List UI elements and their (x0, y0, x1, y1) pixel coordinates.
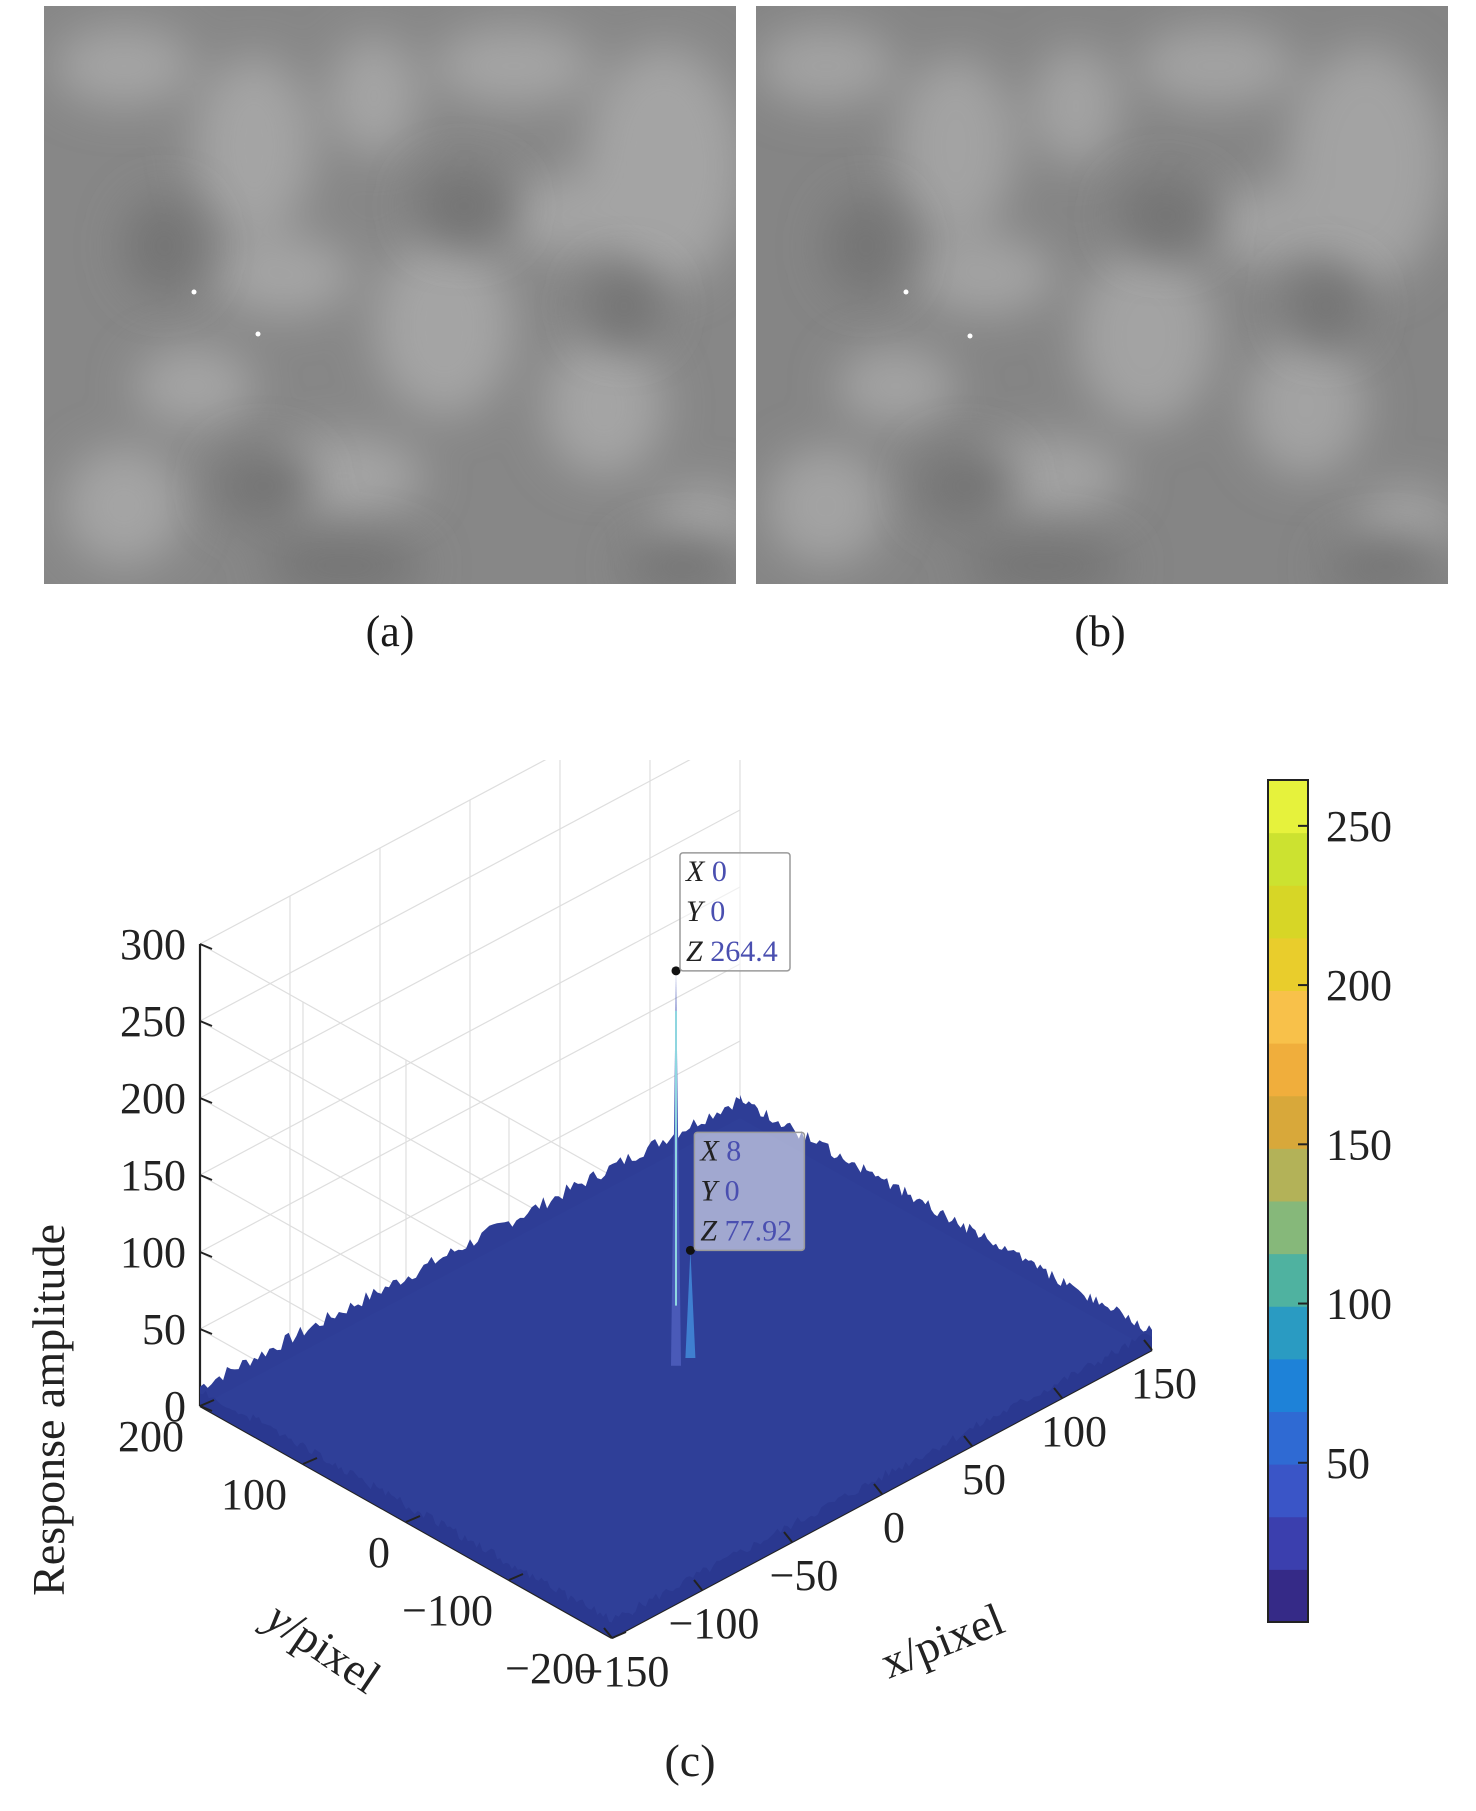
z-tick-label: 100 (120, 1228, 186, 1277)
colorbar-segment (1268, 1464, 1308, 1518)
z-tick (199, 1020, 213, 1027)
x-tick (963, 1435, 973, 1447)
y-tick-label: −100 (402, 1586, 493, 1635)
caption-c: (c) (664, 1735, 715, 1786)
datatip-row: X 0 (685, 855, 727, 888)
colorbar-segment (1268, 990, 1308, 1044)
colorbar-tick-label: 150 (1326, 1120, 1392, 1169)
x-tick (693, 1579, 703, 1591)
x-tick (873, 1483, 883, 1495)
datatips: X 0 Y 0 Z 264.4 X 8 Y 0 Z 77.92 (671, 852, 806, 1255)
colorbar-segment (1268, 1358, 1308, 1412)
colorbar-segment (1268, 1043, 1308, 1097)
y-tick (199, 1399, 215, 1407)
datatip-box (693, 1131, 806, 1252)
surface-edge (200, 1390, 612, 1638)
surface-edge (200, 1097, 740, 1406)
x-tick-label: −150 (579, 1647, 670, 1696)
colorbar-segment (1268, 1516, 1308, 1570)
y-tick-label: 0 (368, 1528, 390, 1577)
z-tick (199, 1174, 213, 1181)
x-tick-label: −50 (770, 1551, 839, 1600)
colorbar: 250 200 150 100 50 (1267, 779, 1392, 1623)
colorbar-segment (1268, 1095, 1308, 1149)
colorbar-segment (1268, 1569, 1308, 1623)
y-tick (508, 1573, 524, 1581)
colorbar-frame (1267, 779, 1309, 1623)
surface-edge (740, 1094, 1152, 1350)
y-tick-label: 200 (118, 1412, 184, 1461)
surface-plot: 0501001502002503002001000−100−200−150−10… (23, 760, 1392, 1786)
y-tick (405, 1515, 421, 1523)
datatip-row: X 8 (699, 1134, 741, 1167)
x-tick-label: 100 (1041, 1407, 1107, 1456)
datatip-row: Y 0 (686, 895, 725, 928)
datatip-row: Z 264.4 (686, 935, 778, 968)
x-tick-label: 0 (883, 1503, 905, 1552)
response-surface (200, 970, 1152, 1638)
x-tick-label: −100 (669, 1599, 760, 1648)
tick-labels: 0501001502002503002001000−100−200−150−10… (118, 920, 1197, 1696)
colorbar-tick-label: 100 (1326, 1280, 1392, 1329)
z-axis-label: Response amplitude (23, 1224, 74, 1596)
z-tick-label: 0 (164, 1382, 186, 1431)
z-tick-label: 150 (120, 1151, 186, 1200)
x-tick-label: 50 (962, 1455, 1006, 1504)
z-tick-label: 50 (142, 1305, 186, 1354)
datatip-row: Z 77.92 (700, 1214, 792, 1247)
x-tick-label: 150 (1131, 1359, 1197, 1408)
texture-a (44, 6, 736, 584)
z-tick (199, 1405, 213, 1412)
y-tick (611, 1631, 627, 1639)
colorbar-tick-label: 50 (1326, 1439, 1370, 1488)
image-b (756, 6, 1448, 584)
texture-b (756, 6, 1448, 584)
colorbar-segment (1268, 780, 1308, 834)
colorbar-segment (1268, 1306, 1308, 1360)
y-tick-label: −200 (505, 1644, 596, 1693)
datatip-marker[interactable] (685, 1245, 695, 1255)
caption-b: (b) (1074, 607, 1126, 656)
colorbar-segment (1268, 1411, 1308, 1465)
y-axis-label: y/pixel (254, 1589, 390, 1704)
x-axis-label: x/pixel (873, 1593, 1011, 1688)
colorbar-segment (1268, 937, 1308, 991)
z-tick (199, 1328, 213, 1335)
z-tick (199, 1097, 213, 1104)
colorbar-segment (1268, 885, 1308, 939)
datatip-box (679, 852, 791, 972)
surface-edge (612, 1333, 1152, 1638)
z-tick (199, 1251, 213, 1258)
z-tick-label: 250 (120, 997, 186, 1046)
x-tick (603, 1627, 613, 1639)
caption-a: (a) (365, 607, 415, 656)
colorbar-segment (1268, 1253, 1308, 1307)
colorbar-segment (1268, 832, 1308, 886)
colorbar-tick-label: 250 (1326, 802, 1392, 851)
z-tick (199, 943, 213, 950)
datatip-row: Y 0 (700, 1174, 739, 1207)
x-tick (1053, 1387, 1063, 1399)
image-a (44, 6, 736, 584)
y-tick-label: 100 (221, 1470, 287, 1519)
colorbar-tick-label: 200 (1326, 961, 1392, 1010)
colorbar-segment (1268, 1201, 1308, 1255)
surface-peak (685, 1250, 696, 1358)
z-tick-label: 300 (120, 920, 186, 969)
z-tick-label: 200 (120, 1074, 186, 1123)
x-tick (783, 1531, 793, 1543)
datatip-marker[interactable] (671, 966, 681, 976)
x-tick (1143, 1339, 1153, 1351)
y-tick (302, 1457, 318, 1465)
colorbar-segment (1268, 1148, 1308, 1202)
